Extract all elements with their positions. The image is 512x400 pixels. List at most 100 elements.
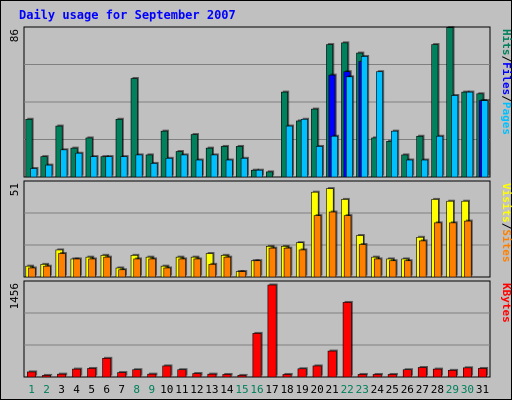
- bar-kbytes-day-5: [87, 368, 97, 378]
- legend-sep-text: /: [500, 56, 512, 63]
- day-label-7: 7: [118, 383, 125, 396]
- bar-sites-day-19: [298, 249, 307, 278]
- day-label-12: 12: [190, 383, 203, 396]
- day-label-9: 9: [148, 383, 155, 396]
- bar-kbytes-day-24: [372, 374, 382, 378]
- bar-pages-day-3: [60, 149, 68, 178]
- day-label-21: 21: [326, 383, 339, 396]
- bar-kbytes-day-8: [132, 369, 142, 378]
- bar-sites-day-27: [419, 240, 427, 278]
- day-label-13: 13: [205, 383, 218, 396]
- day-label-17: 17: [265, 383, 278, 396]
- bar-sites-day-10: [163, 267, 171, 278]
- bar-pages-day-15: [240, 158, 248, 178]
- day-label-11: 11: [175, 383, 188, 396]
- bar-kbytes-day-13: [207, 373, 217, 378]
- bar-sites-day-21: [328, 211, 337, 278]
- bar-sites-day-6: [103, 256, 111, 278]
- bar-pages-day-29: [451, 95, 459, 178]
- panel-2-ymax-label: 51: [8, 183, 21, 196]
- bar-sites-day-25: [388, 260, 397, 278]
- bar-pages-day-13: [210, 154, 218, 178]
- legend-sep-text: /: [500, 95, 512, 102]
- day-label-8: 8: [133, 383, 140, 396]
- bar-sites-day-8: [133, 258, 141, 278]
- bar-pages-day-2: [45, 164, 53, 178]
- bar-sites-day-26: [404, 260, 412, 278]
- bar-sites-day-11: [178, 258, 186, 278]
- bar-kbytes-day-16: [252, 333, 262, 378]
- panel-3-legend: KBytes: [500, 283, 512, 323]
- bar-kbytes-day-26: [402, 369, 412, 378]
- day-label-5: 5: [88, 383, 95, 396]
- bar-sites-day-16: [253, 260, 262, 278]
- bar-sites-day-12: [193, 258, 201, 278]
- bar-hits-day-17: [266, 171, 273, 178]
- day-label-16: 16: [250, 383, 263, 396]
- bar-pages-day-11: [180, 154, 188, 178]
- bar-kbytes-day-18: [282, 374, 292, 378]
- bar-sites-day-28: [434, 222, 442, 278]
- bar-kbytes-day-19: [297, 368, 307, 378]
- bar-pages-day-6: [105, 156, 113, 178]
- day-label-31: 31: [476, 383, 489, 396]
- bar-kbytes-day-14: [222, 374, 232, 378]
- bar-pages-day-24: [376, 71, 383, 178]
- legend-kbytes-text: KBytes: [500, 283, 512, 323]
- bar-hits-day-20: [311, 108, 319, 178]
- bar-pages-day-12: [195, 159, 203, 178]
- bar-kbytes-day-2: [42, 375, 51, 378]
- day-label-28: 28: [431, 383, 444, 396]
- bar-kbytes-day-15: [237, 375, 247, 378]
- bar-kbytes-day-23: [357, 374, 367, 378]
- bar-pages-day-16: [255, 169, 263, 178]
- bar-kbytes-day-21: [327, 350, 337, 378]
- panel-1-ymax-label: 86: [8, 29, 21, 42]
- legend-pages-text: Pages: [500, 102, 512, 135]
- day-label-2: 2: [43, 383, 50, 396]
- bar-kbytes-day-20: [312, 365, 322, 378]
- day-label-26: 26: [401, 383, 414, 396]
- bar-sites-day-29: [449, 222, 457, 278]
- bar-sites-day-18: [283, 247, 292, 278]
- day-labels: 1 2 3 4 5 6 7 8 9 10 11 12 13 14 15 16 17 18 19 20 21 22 23 24 2…: [28, 383, 489, 396]
- bar-sites-day-22: [343, 215, 352, 278]
- legend-sep-text: /: [500, 223, 512, 230]
- bar-shadow: [43, 373, 53, 376]
- bar-kbytes-day-25: [387, 374, 397, 378]
- panel-1-legend: Hits/Files/Pages: [500, 29, 512, 135]
- bar-sites-day-1: [28, 267, 36, 278]
- bar-kbytes-day-12: [192, 373, 202, 378]
- bar-sites-day-4: [73, 258, 81, 278]
- bar-pages-day-27: [421, 159, 429, 178]
- bar-pages-day-7: [120, 156, 128, 178]
- bar-kbytes-day-9: [147, 373, 157, 378]
- bar-pages-day-14: [225, 159, 233, 178]
- day-label-30: 30: [461, 383, 474, 396]
- legend-hits-text: Hits: [500, 29, 512, 56]
- bar-hits-day-1: [25, 118, 33, 178]
- bar-shadow: [239, 373, 248, 376]
- bar-pages-day-18: [285, 125, 293, 178]
- panel-3-ymax-label: 1456: [8, 283, 21, 310]
- bar-kbytes-day-4: [72, 368, 82, 378]
- day-label-3: 3: [58, 383, 65, 396]
- bar-kbytes-day-31: [478, 368, 487, 378]
- day-label-14: 14: [220, 383, 234, 396]
- bar-pages-day-26: [406, 159, 414, 178]
- bar-hits-day-10: [160, 130, 168, 178]
- bar-hits-day-12: [190, 134, 198, 178]
- day-label-1: 1: [28, 383, 35, 396]
- day-label-22: 22: [341, 383, 354, 396]
- bar-kbytes-day-30: [463, 367, 472, 378]
- day-label-29: 29: [446, 383, 459, 396]
- bar-kbytes-day-22: [342, 302, 352, 378]
- bar-sites-day-3: [58, 253, 66, 278]
- day-label-25: 25: [386, 383, 399, 396]
- day-label-18: 18: [280, 383, 293, 396]
- chart-title: Daily usage for September 2007: [19, 8, 236, 22]
- bar-kbytes-day-7: [117, 372, 127, 378]
- bar-pages-day-23: [361, 56, 368, 178]
- bar-pages-day-21: [330, 135, 338, 178]
- bar-pages-day-9: [150, 163, 158, 178]
